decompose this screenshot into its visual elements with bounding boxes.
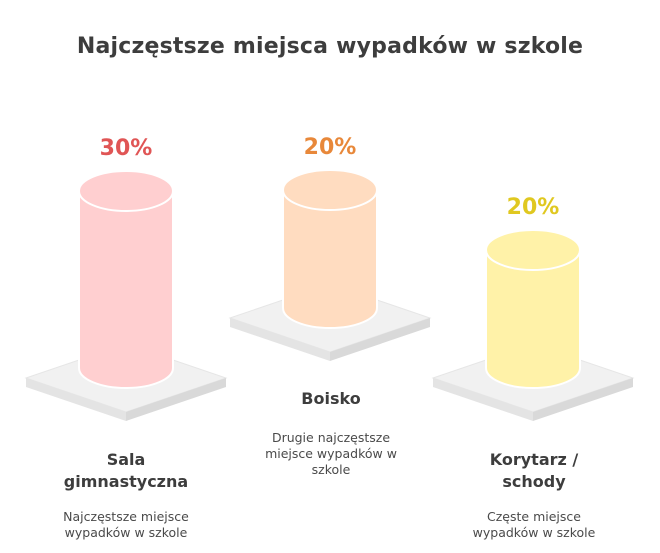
description-korytarz: Częste miejsce wypadków w szkole (472, 509, 596, 540)
bar-sala (78, 190, 174, 389)
value-label-korytarz: 20% (507, 195, 560, 220)
platform-side-left-sala (26, 378, 126, 421)
bar-top-korytarz (485, 229, 581, 271)
bar-korytarz (485, 249, 581, 389)
bar-top-sala (78, 170, 174, 212)
description-boisko: Drugie najczęstsze miejsce wypadków w sz… (265, 430, 397, 477)
category-label-sala: Sala gimnastyczna (63, 450, 189, 491)
value-label-sala: 30% (100, 136, 153, 161)
platform-side-right-sala (126, 378, 226, 421)
category-label-boisko: Boisko (301, 389, 361, 408)
bar-boisko (282, 189, 378, 329)
platform-side-right-boisko (330, 318, 430, 361)
chart-title: Najczęstsze miejsca wypadków w szkole (76, 34, 584, 59)
platform-side-right-korytarz (533, 378, 633, 421)
value-label-boisko: 20% (304, 135, 357, 160)
bar-top-boisko (282, 169, 378, 211)
platform-side-left-boisko (230, 318, 330, 361)
description-sala: Najczęstsze miejsce wypadków w szkole (63, 509, 189, 540)
platform-side-left-korytarz (433, 378, 533, 421)
category-label-korytarz: Korytarz / schody (489, 450, 579, 491)
